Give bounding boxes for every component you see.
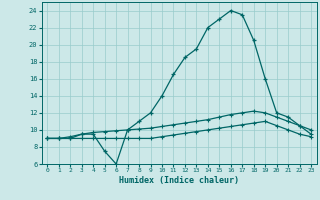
- X-axis label: Humidex (Indice chaleur): Humidex (Indice chaleur): [119, 176, 239, 185]
